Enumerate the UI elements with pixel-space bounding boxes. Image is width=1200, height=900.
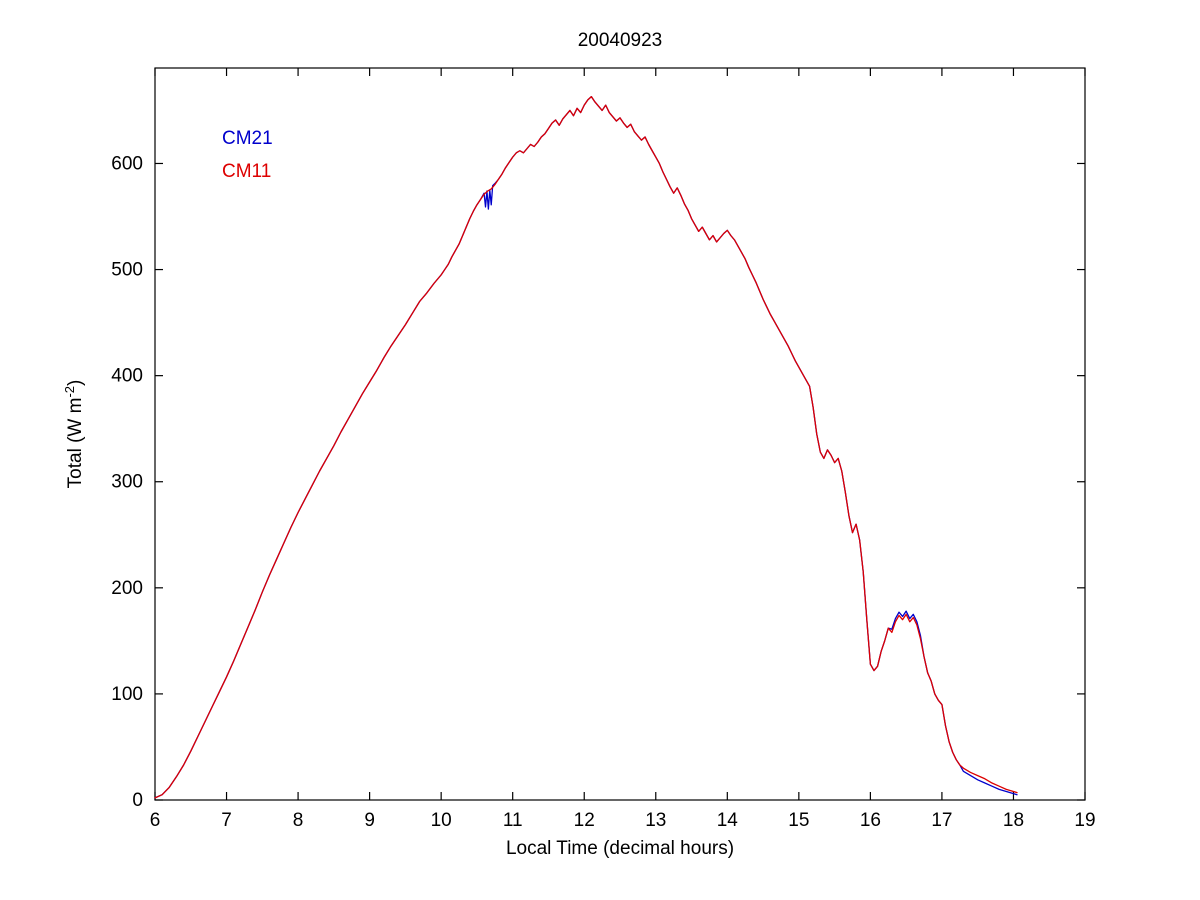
- y-tick-label: 100: [111, 684, 143, 705]
- legend-entry-cm21: CM21: [222, 128, 273, 149]
- x-tick-label: 19: [1074, 810, 1095, 831]
- y-tick-label: 600: [111, 153, 143, 174]
- x-tick-label: 13: [645, 810, 666, 831]
- y-tick-label: 0: [132, 790, 143, 811]
- axes-box: [154, 67, 1086, 801]
- y-tick-label: 200: [111, 578, 143, 599]
- x-tick-label: 6: [150, 810, 161, 831]
- y-axis-label: Total (W m-2): [62, 379, 87, 489]
- x-tick-label: 16: [860, 810, 881, 831]
- x-tick-label: 9: [364, 810, 375, 831]
- y-axis-label-superscript: -2: [62, 385, 77, 398]
- x-tick-label: 10: [431, 810, 452, 831]
- x-tick-label: 7: [221, 810, 232, 831]
- legend-entry-cm11: CM11: [222, 161, 272, 182]
- x-tick-label: 11: [503, 810, 523, 831]
- y-tick-label: 300: [111, 472, 143, 493]
- x-tick-label: 17: [931, 810, 952, 831]
- x-tick-label: 12: [574, 810, 595, 831]
- y-tick-label: 500: [111, 260, 143, 281]
- y-tick-label: 400: [111, 366, 143, 387]
- chart-title: 20040923: [577, 30, 663, 51]
- series-line-cm11: [154, 95, 1018, 799]
- y-axis-label-pre: Total (W m: [65, 397, 86, 489]
- x-tick-label: 14: [717, 810, 739, 831]
- x-axis-label: Local Time (decimal hours): [505, 838, 735, 859]
- x-tick-label: 18: [1003, 810, 1024, 831]
- x-tick-label: 8: [293, 810, 304, 831]
- y-axis-label-post: ): [65, 379, 86, 386]
- x-tick-label: 15: [788, 810, 809, 831]
